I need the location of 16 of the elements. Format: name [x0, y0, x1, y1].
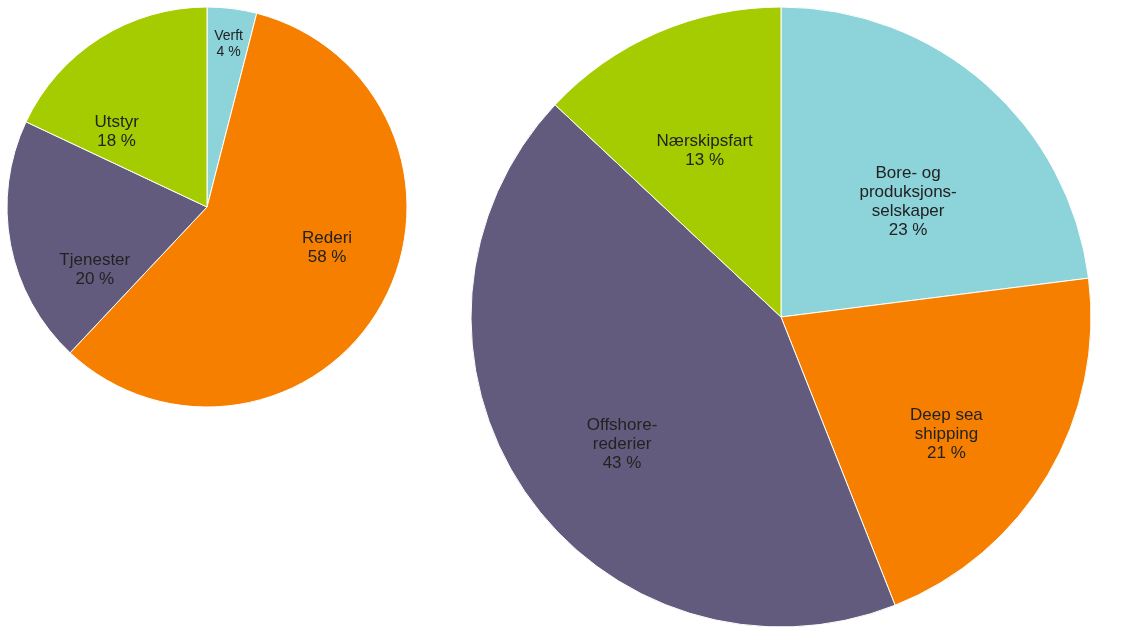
slice-label: Verft [214, 27, 244, 44]
data-label: 4 % [216, 43, 241, 60]
slice-label: Nærskipsfart [656, 130, 754, 150]
data-label: 20 % [75, 268, 115, 288]
slice-label: Offshore- rederier [586, 415, 658, 454]
data-label: 13 % [685, 149, 725, 169]
slice-label: Tjenester [59, 249, 131, 269]
data-label: 43 % [602, 453, 642, 473]
data-label: 18 % [97, 131, 136, 151]
slice-label: Utstyr [94, 112, 140, 132]
slice-label: Deep sea shipping [910, 404, 984, 443]
slice-label: Bore- og produksjons- selskaper [859, 162, 957, 220]
slice-label: Rederi [302, 227, 353, 247]
data-label: 21 % [927, 442, 966, 462]
data-label: 23 % [888, 219, 928, 239]
data-label: 58 % [307, 246, 347, 266]
